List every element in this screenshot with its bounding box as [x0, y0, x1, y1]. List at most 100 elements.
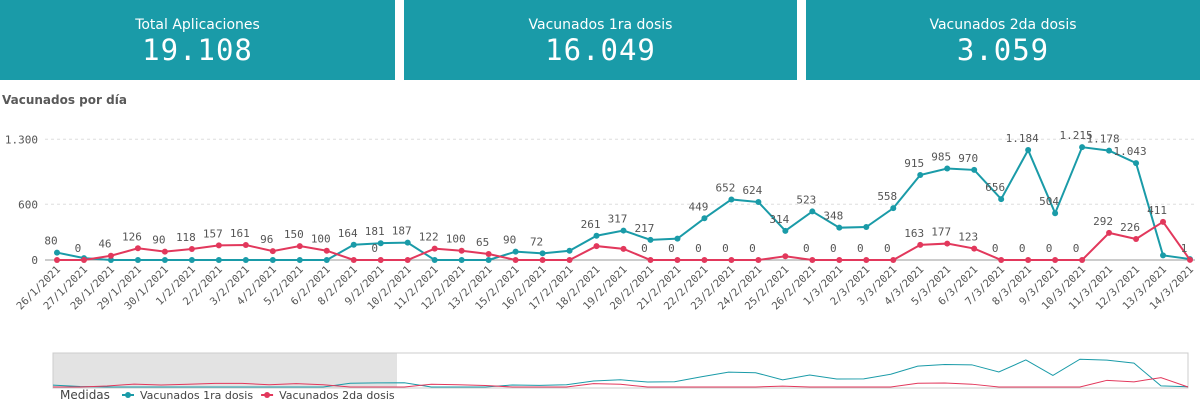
data-point	[1160, 252, 1167, 259]
data-point	[242, 257, 249, 263]
data-label: 1.215	[1060, 129, 1093, 142]
data-label: 226	[1120, 221, 1140, 234]
data-point	[1025, 257, 1032, 263]
data-label: 0	[641, 242, 648, 255]
data-label: 0	[1046, 242, 1053, 255]
navigator-line	[52, 358, 1189, 388]
data-label: 65	[476, 236, 489, 249]
data-point	[404, 257, 411, 263]
navigator-selection-shade	[53, 353, 397, 388]
data-point	[539, 257, 546, 263]
data-label: 504	[1039, 195, 1059, 208]
data-label: 157	[203, 227, 223, 240]
data-label: 122	[419, 231, 439, 244]
data-point	[728, 196, 735, 203]
legend-swatch	[125, 392, 131, 398]
data-point	[863, 224, 870, 231]
data-label: 0	[992, 242, 999, 255]
data-point	[296, 257, 303, 263]
data-point	[269, 257, 276, 263]
data-label: 100	[311, 233, 331, 246]
data-label: 292	[1093, 215, 1113, 228]
data-label: 96	[260, 233, 273, 246]
data-point	[134, 257, 141, 263]
data-label: 0	[668, 242, 675, 255]
data-label: 46	[98, 238, 111, 251]
data-label: 1	[1181, 242, 1188, 255]
data-point	[512, 257, 519, 263]
data-point	[1133, 160, 1140, 167]
chart-title: Vacunados por día	[2, 93, 127, 107]
data-point	[269, 248, 276, 255]
data-label: 985	[931, 151, 951, 164]
data-point	[917, 172, 924, 179]
data-label: 0	[1019, 242, 1026, 255]
kpi-card: Vacunados 1ra dosis 16.049	[404, 0, 797, 80]
data-label: 523	[796, 193, 816, 206]
data-point	[1133, 236, 1140, 243]
kpi-value: 3.059	[956, 33, 1050, 67]
data-label: 915	[904, 157, 924, 170]
data-label: 1.178	[1087, 133, 1120, 146]
data-point	[431, 245, 438, 252]
data-label: 217	[635, 222, 655, 235]
data-point	[242, 242, 249, 249]
data-point	[323, 247, 330, 254]
data-point	[404, 239, 411, 246]
data-label: 164	[338, 227, 358, 240]
data-label: 163	[904, 227, 924, 240]
data-point	[755, 199, 762, 206]
data-label: 0	[371, 242, 378, 255]
data-point	[134, 245, 141, 252]
data-label: 0	[857, 242, 864, 255]
data-point	[1187, 256, 1193, 263]
data-point	[458, 247, 465, 254]
data-label: 118	[176, 231, 196, 244]
data-point	[350, 241, 357, 248]
data-point	[188, 246, 195, 253]
data-point	[1160, 218, 1167, 225]
data-point	[809, 257, 816, 263]
kpi-title: Total Aplicaciones	[135, 17, 260, 33]
legend-title: Medidas	[60, 388, 110, 401]
data-point	[890, 257, 897, 263]
navigator-line	[53, 377, 1189, 388]
data-point	[701, 257, 708, 263]
data-point	[647, 257, 654, 263]
data-point	[674, 257, 681, 263]
data-point	[998, 196, 1005, 203]
data-label: 1.043	[1113, 145, 1146, 158]
data-point	[539, 250, 546, 257]
data-point	[54, 249, 60, 256]
kpi-card: Total Aplicaciones 19.108	[0, 0, 395, 80]
data-point	[566, 247, 573, 254]
data-point	[620, 245, 627, 252]
y-tick-label: 0	[31, 254, 38, 267]
data-point	[863, 257, 870, 263]
data-label: 0	[695, 242, 702, 255]
data-point	[485, 250, 492, 257]
data-point	[1079, 144, 1086, 151]
data-label: 261	[581, 218, 601, 231]
data-label: 314	[769, 213, 789, 226]
data-point	[971, 166, 978, 173]
data-label: 0	[75, 242, 82, 255]
data-point	[944, 240, 951, 247]
data-point	[728, 257, 735, 263]
data-point	[377, 257, 384, 263]
data-label: 123	[958, 231, 978, 244]
data-label: 0	[884, 242, 891, 255]
data-point	[458, 257, 465, 263]
data-point	[161, 248, 168, 255]
y-tick-label: 600	[18, 198, 38, 211]
data-point	[431, 257, 438, 263]
data-point	[107, 252, 114, 259]
data-point	[215, 242, 222, 249]
data-label: 411	[1147, 204, 1167, 217]
kpi-card: Vacunados 2da dosis 3.059	[806, 0, 1200, 80]
data-label: 150	[284, 228, 304, 241]
data-point	[566, 257, 573, 263]
data-point	[1052, 210, 1059, 217]
data-label: 72	[530, 235, 543, 248]
